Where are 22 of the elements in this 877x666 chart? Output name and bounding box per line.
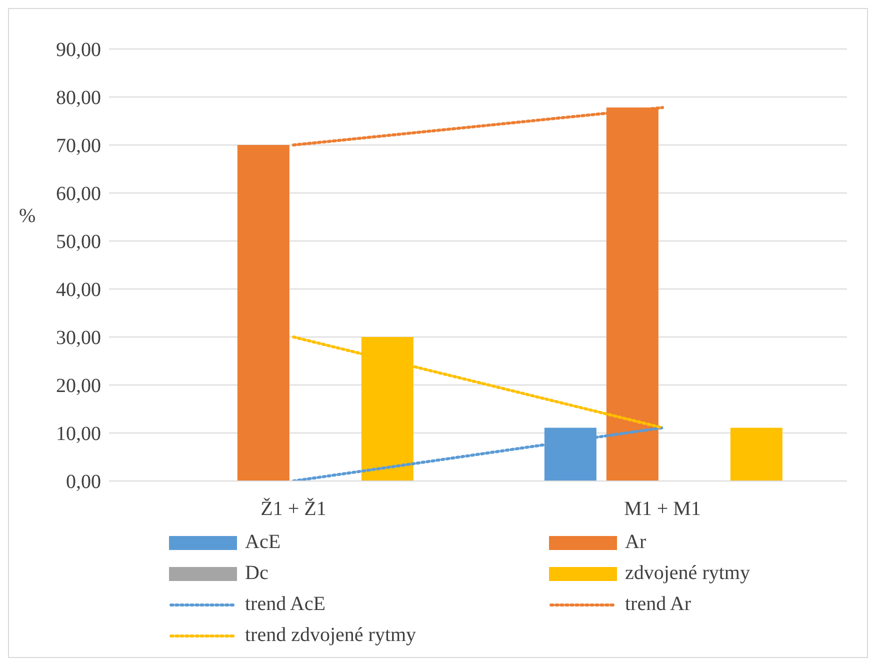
legend-label: zdvojené rytmy bbox=[625, 562, 750, 585]
y-tick-label: 50,00 bbox=[56, 231, 101, 254]
y-tick-label: 0,00 bbox=[66, 471, 101, 494]
x-tick-label: Ž1 + Ž1 bbox=[260, 497, 326, 520]
legend-label: trend Ar bbox=[625, 593, 692, 616]
legend-label: Ar bbox=[625, 531, 646, 554]
bar bbox=[730, 428, 782, 481]
legend-label: trend AcE bbox=[245, 593, 326, 616]
legend-label: Dc bbox=[245, 562, 268, 585]
y-tick-label: 80,00 bbox=[56, 87, 101, 110]
legend-label: trend zdvojené rytmy bbox=[245, 624, 416, 647]
x-tick-label: M1 + M1 bbox=[624, 498, 701, 520]
y-tick-label: 60,00 bbox=[56, 183, 101, 206]
y-tick-label: 20,00 bbox=[56, 375, 101, 398]
bar bbox=[237, 145, 290, 481]
y-tick-label: 30,00 bbox=[56, 327, 101, 350]
y-tick-label: 70,00 bbox=[56, 135, 101, 158]
y-tick-label: 40,00 bbox=[56, 279, 101, 302]
y-tick-label: 90,00 bbox=[56, 39, 101, 62]
legend-label: AcE bbox=[245, 531, 281, 554]
y-axis-title: % bbox=[19, 205, 36, 228]
y-tick-label: 10,00 bbox=[56, 423, 101, 446]
